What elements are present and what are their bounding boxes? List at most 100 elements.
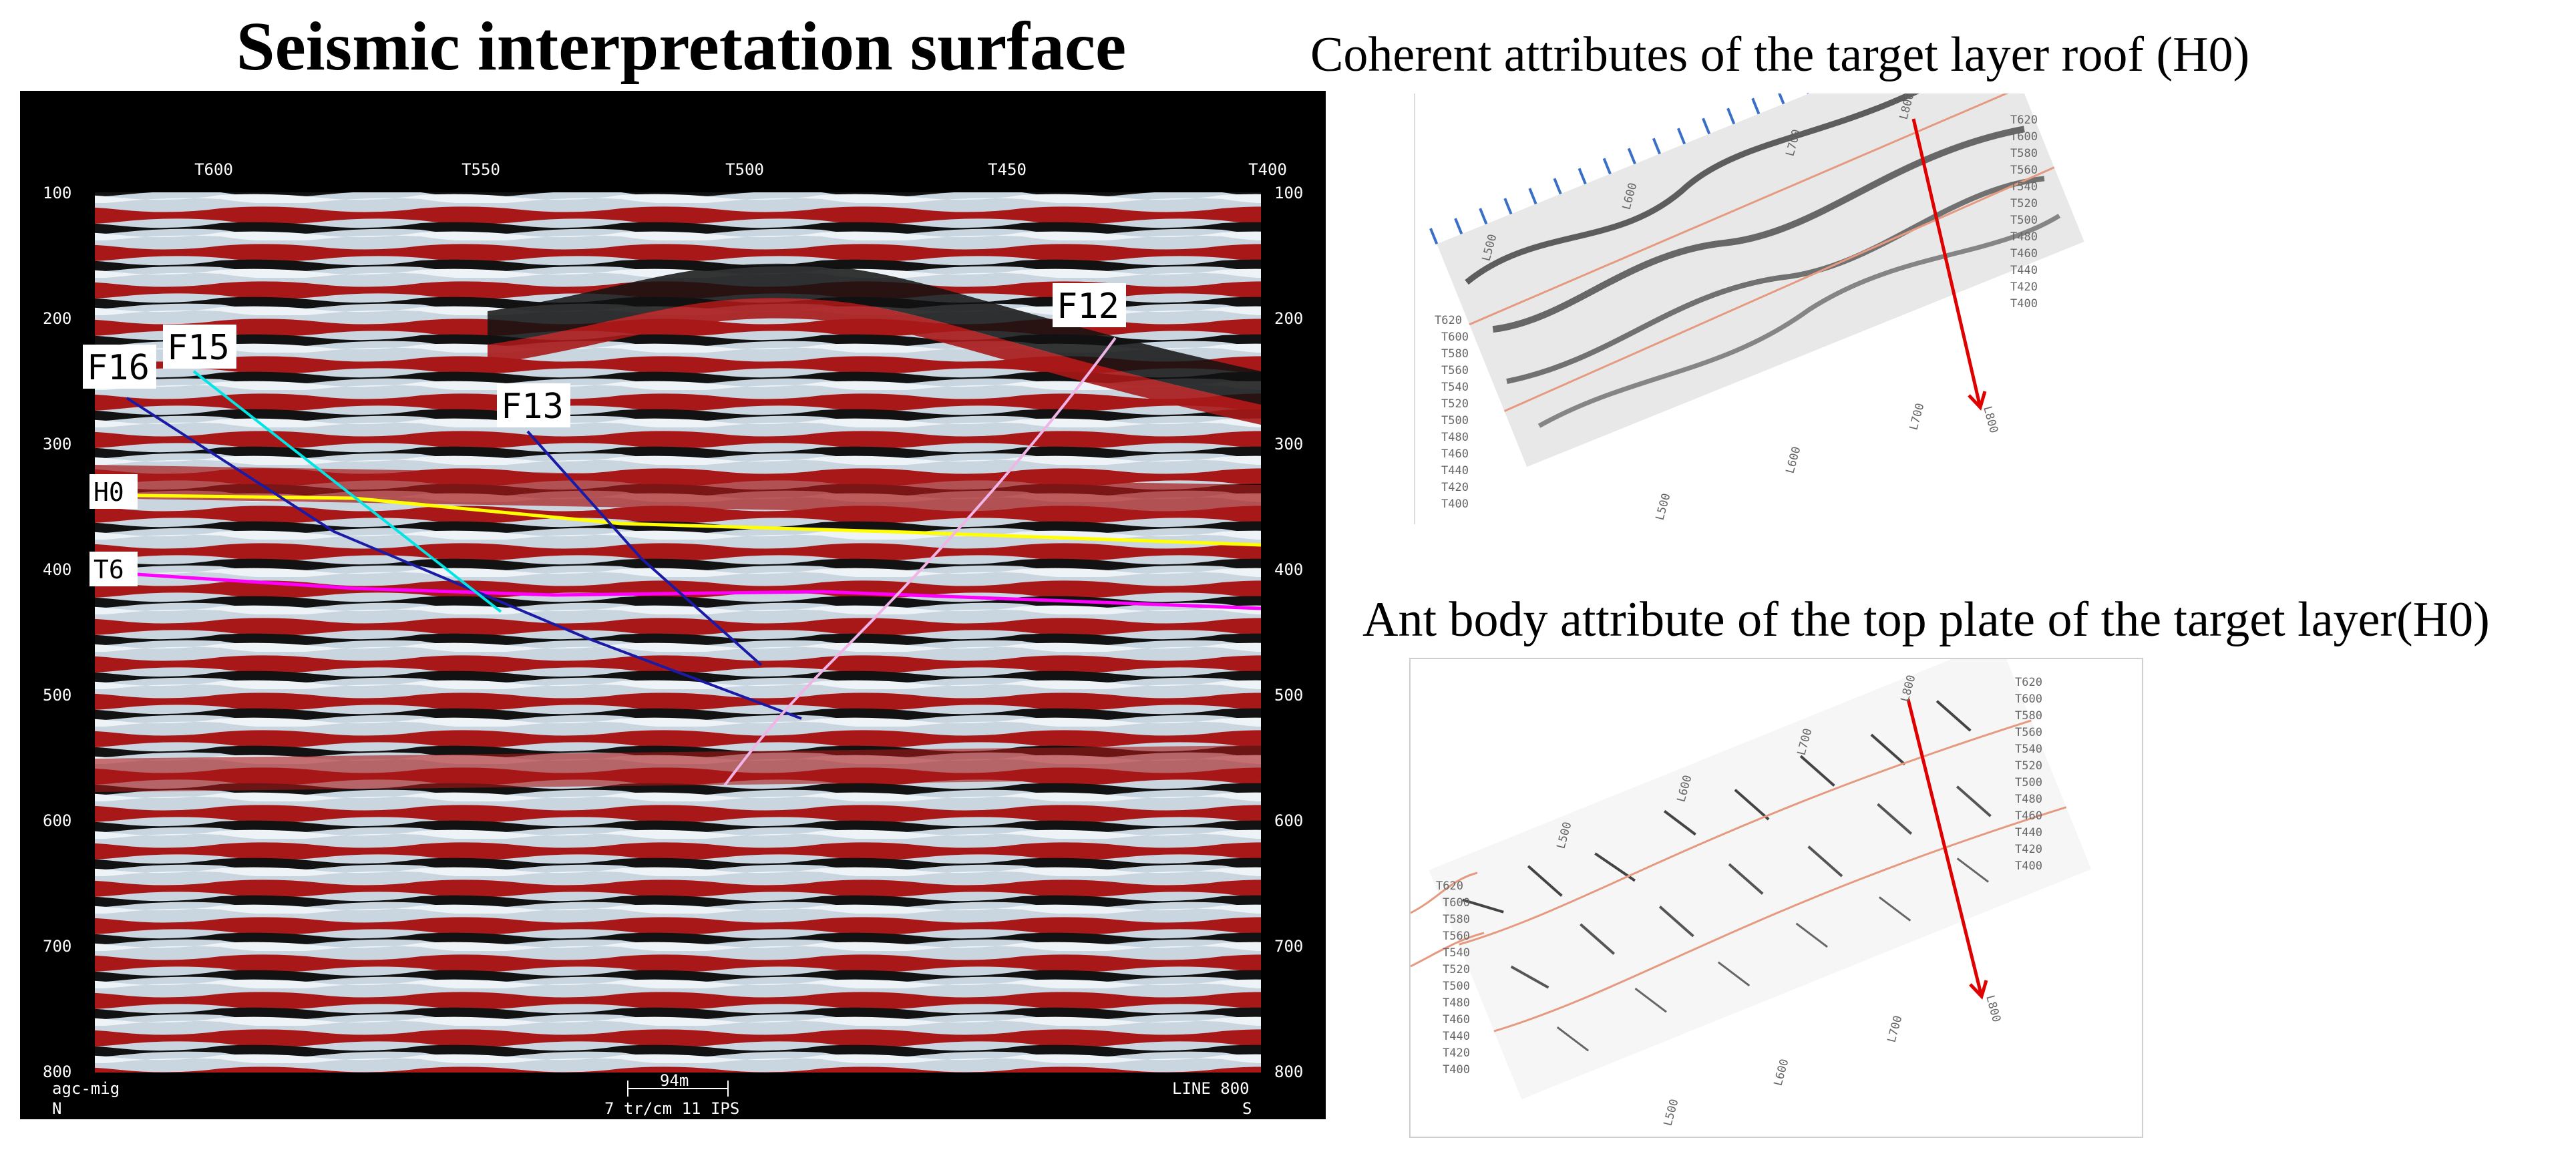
time-ticks-right: 100 200 300 400 500 600 700 800 [1274, 184, 1303, 1081]
time-tick: 300 [1274, 435, 1303, 453]
t-label: T520 [2015, 759, 2042, 773]
t-label: T440 [1441, 464, 1469, 477]
t-label: T560 [2015, 726, 2042, 739]
time-tick: 200 [43, 309, 71, 328]
footer-traces: 7 tr/cm 11 IPS [604, 1099, 739, 1118]
t-label: T580 [2015, 709, 2042, 723]
l-label: L500 [1662, 1098, 1682, 1128]
horizon-h0-line [94, 493, 1262, 547]
t-label: T600 [2010, 130, 2038, 144]
t-label: T400 [2010, 297, 2038, 311]
t-label: T540 [2015, 743, 2042, 756]
t-label: T420 [2010, 280, 2038, 294]
fault-f15-line [192, 370, 502, 613]
trace-tick: T450 [988, 160, 1027, 179]
horizon-t6-line [94, 570, 1262, 610]
t-label: T580 [2010, 147, 2038, 160]
coherent-map-title: Coherent attributes of the target layer … [1310, 27, 2250, 82]
fault-f12-line [723, 337, 1117, 787]
l-label: L700 [1885, 1014, 1905, 1044]
ant-map-title: Ant body attribute of the top plate of t… [1362, 592, 2490, 647]
t-label: T400 [2015, 859, 2042, 873]
t-label: T400 [1443, 1063, 1470, 1077]
footer-scale: 94m [660, 1071, 689, 1090]
t-label: T480 [2015, 793, 2042, 806]
seismic-section: 100 200 300 400 500 600 700 800 100 200 … [20, 91, 1326, 1119]
coherent-survey-area [1437, 93, 2084, 467]
time-tick: 400 [43, 560, 71, 579]
trace-tick: T550 [462, 160, 500, 179]
t-label: T500 [2015, 776, 2042, 789]
fault-f16-line [126, 397, 802, 720]
t-label: T500 [2010, 214, 2038, 227]
time-tick: 600 [1274, 811, 1303, 830]
t-label: T400 [1441, 498, 1469, 511]
fault-label-f13: F13 [501, 387, 564, 427]
t-label: T440 [2015, 826, 2042, 839]
t-label: T620 [1436, 880, 1463, 893]
time-tick: 100 [1274, 184, 1303, 202]
ant-section-line [1906, 699, 1984, 997]
t-label: T520 [1441, 397, 1469, 411]
trace-tick: T400 [1248, 160, 1287, 179]
ant-survey-area [1429, 659, 2092, 1100]
time-tick: 800 [1274, 1063, 1303, 1081]
t-label: T560 [1441, 364, 1469, 377]
t-label: T480 [2010, 230, 2038, 244]
t-label: T460 [1443, 1013, 1470, 1026]
l-label: L600 [1772, 1058, 1792, 1088]
footer-north: N [52, 1099, 61, 1118]
time-tick: 700 [43, 937, 71, 956]
t-label: T620 [1435, 314, 1462, 327]
time-tick: 800 [43, 1063, 71, 1081]
t-label: T480 [1441, 431, 1469, 444]
time-tick: 600 [43, 811, 71, 830]
t-label: T460 [2010, 247, 2038, 260]
l-label: L800 [1983, 994, 2003, 1024]
l-label: L700 [1907, 402, 1927, 432]
coherent-section-line [1911, 118, 1982, 408]
time-tick: 500 [1274, 686, 1303, 705]
t-label: T600 [1443, 896, 1470, 910]
t-label: T620 [2015, 676, 2042, 689]
l-label: L800 [1980, 405, 2000, 435]
time-ticks-left: 100 200 300 400 500 600 700 800 [43, 184, 71, 1081]
t-label: T500 [1441, 414, 1469, 427]
trace-tick: T600 [194, 160, 233, 179]
t-label: T440 [2010, 264, 2038, 277]
t-label: T540 [1441, 381, 1469, 394]
l-label: L500 [1654, 492, 1674, 522]
time-tick: 500 [43, 686, 71, 705]
footer-south: S [1242, 1099, 1252, 1118]
t-label: T580 [1441, 347, 1469, 361]
horizon-label-h0: H0 [94, 477, 124, 507]
fault-label-f15: F15 [167, 328, 230, 368]
ant-body-attribute-map: T620 T600 T580 T560 T540 T520 T500 T480 … [1409, 658, 2143, 1138]
fault-f13-line [526, 430, 763, 666]
t-label: T460 [2015, 809, 2042, 823]
t-label: T480 [1443, 996, 1470, 1010]
t-label: T600 [2015, 693, 2042, 706]
t-label: T420 [2015, 843, 2042, 856]
t-label: T540 [2010, 180, 2038, 194]
t-label: T520 [2010, 197, 2038, 210]
t-label: T440 [1443, 1030, 1470, 1043]
horizon-label-t6: T6 [94, 555, 124, 584]
t-label: T560 [1443, 930, 1470, 943]
t-label: T420 [1443, 1046, 1470, 1060]
coherent-attribute-map: T620 T600 T580 T560 T540 T520 T500 T480 … [1409, 93, 2147, 524]
t-label: T600 [1441, 331, 1469, 344]
t-label: T580 [1443, 913, 1470, 926]
time-tick: 100 [43, 184, 71, 202]
fault-label-f16: F16 [87, 348, 150, 388]
t-label: T420 [1441, 481, 1469, 494]
l-label: L600 [1784, 445, 1804, 475]
main-title: Seismic interpretation surface [236, 8, 1127, 85]
t-label: T540 [1443, 946, 1470, 960]
t-label: T500 [1443, 980, 1470, 993]
t-label: T520 [1443, 963, 1470, 976]
t-label: T560 [2010, 164, 2038, 177]
t-label: T620 [2010, 114, 2038, 127]
time-tick: 700 [1274, 937, 1303, 956]
coherent-section-arrow [1968, 391, 1987, 411]
